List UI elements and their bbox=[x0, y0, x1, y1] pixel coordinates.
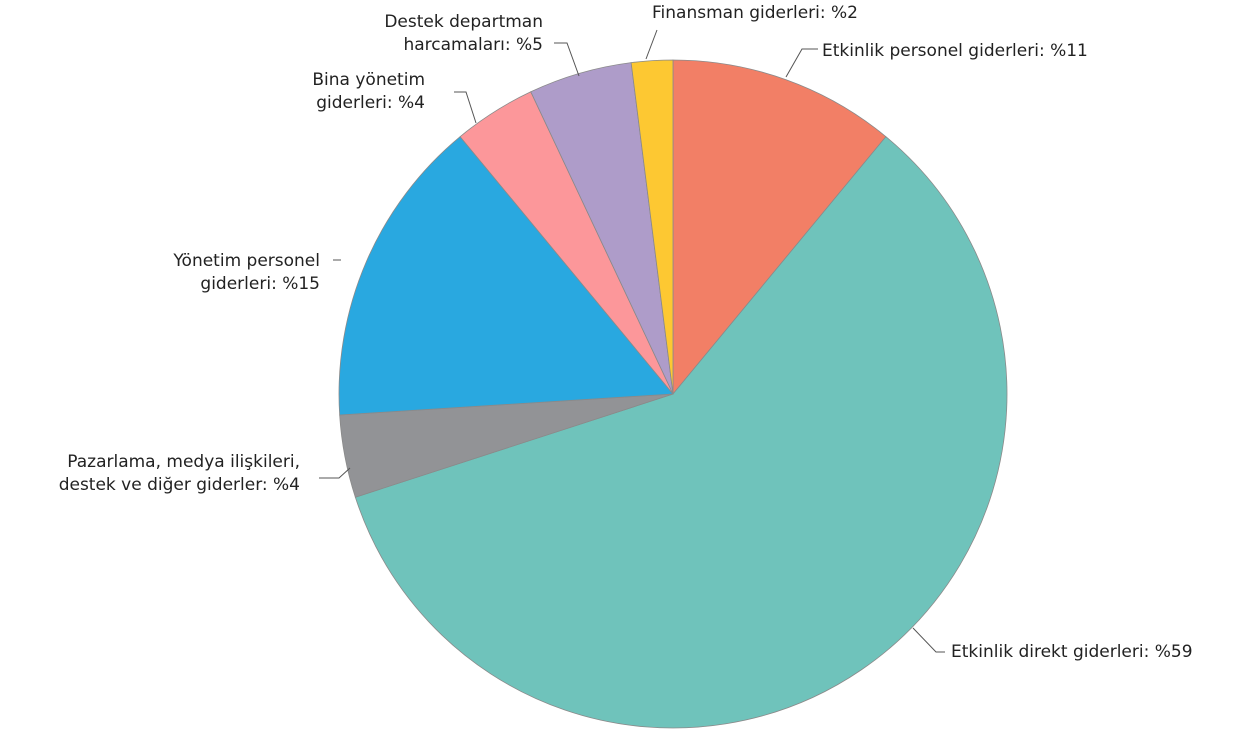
slice-label-line: giderleri: %4 bbox=[316, 93, 425, 113]
slices-layer bbox=[338, 59, 1008, 729]
slice-label-line: Finansman giderleri: %2 bbox=[652, 3, 858, 23]
slice-label-line: Destek departman bbox=[384, 12, 543, 32]
slice-label-3: Pazarlama, medya ilişkileri, destek ve di… bbox=[59, 452, 300, 495]
pie-slice-7 bbox=[630, 59, 674, 395]
slice-label-7: Finansman giderleri: %2 bbox=[652, 3, 858, 23]
slice-label-4: Yönetim personel giderleri: %15 bbox=[172, 251, 320, 294]
leader-line-3 bbox=[319, 467, 351, 479]
leader-line-5 bbox=[454, 91, 477, 124]
slice-label-line: Etkinlik direkt giderleri: %59 bbox=[951, 642, 1193, 662]
slice-label-5: Bina yönetim giderleri: %4 bbox=[312, 70, 425, 113]
slice-label-2: Etkinlik direkt giderleri: %59 bbox=[951, 642, 1193, 662]
pie-slice-2 bbox=[354, 136, 1008, 729]
leader-line-7 bbox=[645, 29, 658, 60]
leader-lines-layer bbox=[319, 29, 945, 653]
leader-line-2 bbox=[912, 627, 945, 653]
slice-label-1: Etkinlik personel giderleri: %11 bbox=[822, 41, 1088, 61]
slice-label-6: Destek departman harcamaları: %5 bbox=[384, 12, 543, 55]
slice-label-line: destek ve diğer giderler: %4 bbox=[59, 475, 300, 495]
slice-label-line: Bina yönetim bbox=[312, 70, 425, 90]
leader-line-1 bbox=[785, 48, 818, 78]
labels-layer: Etkinlik personel giderleri: %11 Etkinlik… bbox=[59, 3, 1193, 662]
slice-label-line: giderleri: %15 bbox=[200, 274, 320, 294]
pie-slice-4 bbox=[338, 136, 674, 416]
slice-label-line: Yönetim personel bbox=[172, 251, 320, 271]
slice-label-line: harcamaları: %5 bbox=[403, 35, 543, 55]
pie-slice-1 bbox=[672, 59, 887, 396]
slice-label-line: Etkinlik personel giderleri: %11 bbox=[822, 41, 1088, 61]
slice-label-line: Pazarlama, medya ilişkileri, bbox=[67, 452, 300, 472]
leader-line-6 bbox=[554, 42, 580, 77]
